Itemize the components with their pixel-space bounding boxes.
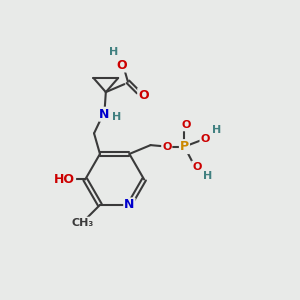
Text: O: O [162, 142, 172, 152]
Text: N: N [99, 108, 110, 121]
Text: O: O [138, 88, 149, 102]
Text: O: O [181, 120, 190, 130]
Text: H: H [109, 47, 118, 57]
Text: O: O [200, 134, 210, 144]
Text: N: N [124, 198, 135, 212]
Text: O: O [192, 162, 202, 172]
Text: HO: HO [54, 173, 75, 186]
Text: CH₃: CH₃ [71, 218, 93, 228]
Text: P: P [180, 140, 189, 153]
Text: H: H [212, 125, 221, 135]
Text: O: O [117, 58, 127, 71]
Text: H: H [203, 171, 213, 181]
Text: H: H [112, 112, 122, 122]
